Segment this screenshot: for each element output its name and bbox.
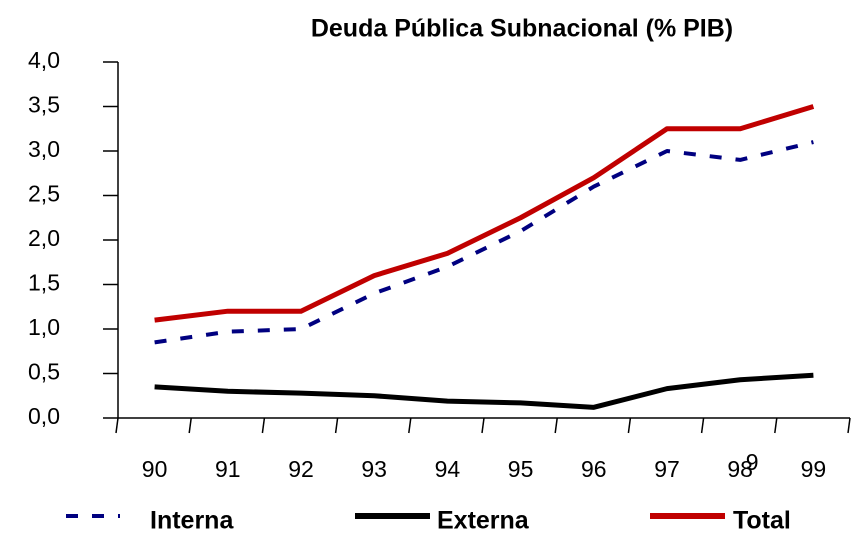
x-tick — [115, 417, 119, 434]
x-tick-label: 93 — [361, 456, 387, 482]
x-tick — [700, 417, 705, 434]
series-line — [154, 104, 815, 323]
annotation: 9 — [746, 449, 759, 475]
y-tick-label: 2,5 — [28, 181, 60, 207]
x-tick — [188, 417, 192, 434]
x-tick-label: 91 — [215, 456, 241, 482]
x-tick-label: 98 — [727, 456, 753, 482]
chart-title: Deuda Pública Subnacional (% PIB) — [311, 15, 733, 43]
x-tick-label: 97 — [654, 456, 680, 482]
x-tick — [627, 417, 632, 434]
legend-label: Total — [733, 507, 791, 535]
x-tick — [847, 417, 851, 434]
x-tick — [408, 417, 412, 434]
series-line — [154, 372, 814, 410]
y-tick-label: 0,0 — [28, 403, 60, 429]
x-tick — [334, 417, 339, 434]
x-tick — [481, 417, 485, 434]
x-tick — [261, 417, 266, 434]
y-tick-label: 3,0 — [28, 136, 60, 162]
x-tick-label: 96 — [581, 456, 607, 482]
x-tick-label: 99 — [801, 456, 827, 482]
x-tick-label: 95 — [508, 456, 534, 482]
x-tick — [774, 417, 778, 434]
x-tick-label: 92 — [288, 456, 314, 482]
legend-label: Externa — [437, 507, 530, 535]
y-tick-label: 2,0 — [28, 225, 60, 251]
y-tick-label: 4,0 — [28, 47, 60, 73]
x-tick — [554, 417, 558, 434]
y-tick-label: 3,5 — [28, 92, 60, 118]
series-line — [154, 140, 814, 345]
x-tick-label: 94 — [435, 456, 461, 482]
y-tick-label: 1,0 — [28, 314, 60, 340]
y-tick-label: 0,5 — [28, 359, 60, 385]
y-tick-label: 1,5 — [28, 270, 60, 296]
legend-label: Interna — [150, 507, 234, 535]
x-tick-label: 90 — [142, 456, 168, 482]
